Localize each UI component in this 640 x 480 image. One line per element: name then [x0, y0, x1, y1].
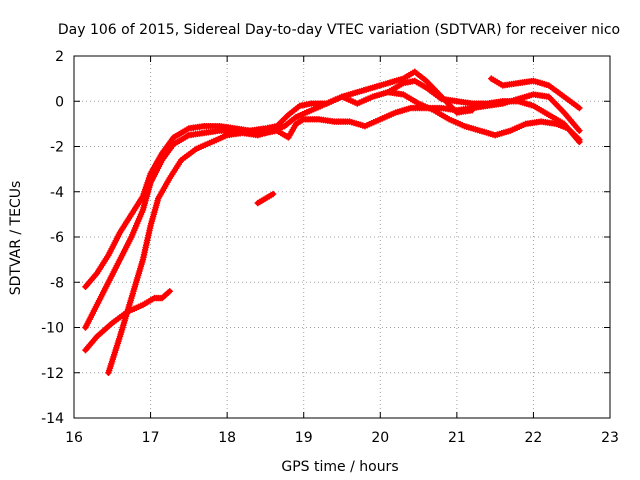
series-track-b	[82, 68, 476, 331]
y-tick-label: -12	[41, 366, 64, 382]
x-tick-label: 23	[601, 430, 619, 446]
axes-layer: 16 17 18 19 20 21 22 23 -14 -12 -10 -8 -6 -4 -2 0 2	[41, 49, 619, 446]
x-tick-label: 21	[448, 430, 466, 446]
y-tick-label: 2	[55, 49, 64, 65]
y-tick-label: 0	[55, 94, 64, 110]
y-axis-label: SDTVAR / TECUs	[8, 181, 24, 296]
data-point	[269, 190, 277, 198]
x-tick-label: 20	[371, 430, 389, 446]
chart-title: Day 106 of 2015, Sidereal Day-to-day VTE…	[58, 22, 620, 38]
plot-frame	[73, 55, 611, 419]
y-tick-label: -8	[50, 275, 64, 291]
series-track-e	[254, 190, 277, 207]
x-tick-label: 22	[525, 430, 543, 446]
series-track-a	[82, 91, 583, 290]
data-point	[576, 127, 583, 134]
y-tick-label: -10	[41, 321, 64, 337]
y-tick-label: -4	[50, 185, 64, 201]
x-tick-label: 19	[295, 430, 313, 446]
x-tick-label: 18	[218, 430, 236, 446]
series-track-f	[488, 75, 583, 112]
series-track-g	[384, 77, 583, 146]
x-axis-label: GPS time / hours	[281, 459, 398, 475]
data-point	[468, 107, 476, 114]
data-point	[166, 288, 173, 295]
y-tick-label: -6	[50, 230, 64, 246]
y-tick-label: -14	[41, 411, 64, 427]
grid-layer	[74, 56, 610, 418]
x-tick-label: 17	[142, 430, 160, 446]
y-tick-label: -2	[50, 140, 64, 156]
data-point	[576, 138, 583, 146]
series-track-d	[82, 288, 173, 354]
series-layer	[82, 68, 583, 376]
x-tick-label: 16	[65, 430, 83, 446]
data-point	[576, 104, 583, 112]
